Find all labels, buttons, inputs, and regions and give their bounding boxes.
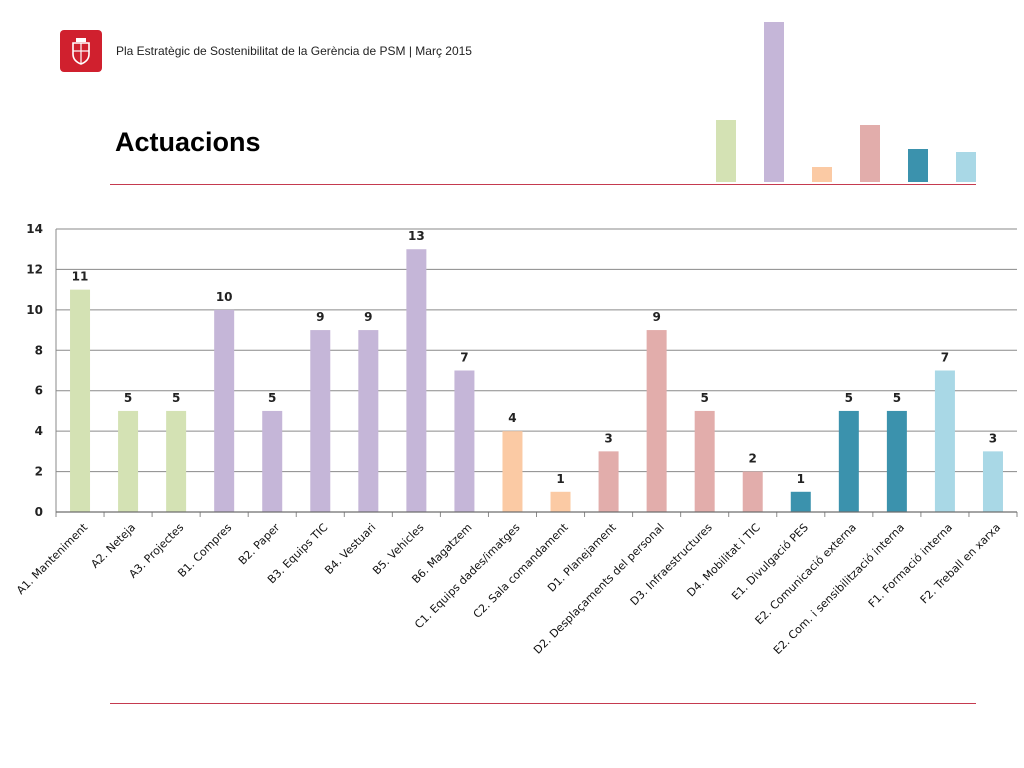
decor-bar — [812, 167, 832, 182]
data-label: 3 — [989, 431, 997, 445]
decor-bar — [956, 152, 976, 182]
decorative-bars — [716, 22, 976, 182]
decor-bar — [716, 120, 736, 182]
bar — [550, 491, 571, 512]
bar — [838, 410, 859, 512]
decor-bar — [860, 125, 880, 182]
y-tick-label: 8 — [35, 343, 43, 357]
y-tick-label: 2 — [35, 465, 43, 479]
data-label: 7 — [460, 351, 468, 365]
x-category-label: B2. Paper — [236, 521, 283, 568]
bar — [70, 289, 91, 512]
x-category-label: A2. Neteja — [88, 521, 138, 571]
data-label: 5 — [893, 391, 901, 405]
bar — [982, 451, 1003, 512]
data-label: 5 — [124, 391, 132, 405]
header-subtitle: Pla Estratègic de Sostenibilitat de la G… — [116, 44, 472, 58]
bar — [358, 330, 379, 512]
x-category-label: E2. Comunicació externa — [753, 521, 859, 627]
data-label: 13 — [408, 229, 425, 243]
data-label: 2 — [749, 452, 757, 466]
data-label: 9 — [652, 310, 660, 324]
data-label: 9 — [316, 310, 324, 324]
title-divider — [110, 184, 976, 185]
x-category-label: C2. Sala comandament — [471, 520, 571, 620]
data-label: 10 — [216, 290, 233, 304]
data-label: 9 — [364, 310, 372, 324]
data-label: 5 — [700, 391, 708, 405]
bar — [262, 410, 283, 512]
barcelona-crest-icon — [60, 30, 102, 72]
x-category-label: F1. Formació interna — [866, 521, 955, 610]
data-label: 11 — [72, 270, 89, 284]
bar — [118, 410, 139, 512]
bar — [646, 330, 667, 512]
y-tick-label: 0 — [35, 505, 43, 519]
y-tick-label: 10 — [26, 303, 43, 317]
x-category-label: D3. Infraestructures — [628, 521, 715, 608]
y-tick-label: 12 — [26, 262, 43, 276]
y-tick-label: 14 — [26, 222, 43, 236]
data-label: 5 — [172, 391, 180, 405]
bar — [310, 330, 331, 512]
x-category-label: F2. Treball en xarxa — [918, 521, 1003, 606]
page-title: Actuacions — [115, 127, 261, 157]
bar — [934, 370, 955, 512]
crest-shape — [72, 38, 90, 65]
data-label: 1 — [797, 472, 805, 486]
x-category-label: A1. Manteniment — [14, 520, 91, 597]
bar — [166, 410, 187, 512]
bar — [406, 249, 427, 512]
data-label: 4 — [508, 411, 516, 425]
bar — [790, 491, 811, 512]
data-label: 1 — [556, 472, 564, 486]
data-label: 3 — [604, 431, 612, 445]
y-tick-label: 4 — [35, 424, 43, 438]
bar — [454, 370, 475, 512]
decor-bar — [764, 22, 784, 182]
bar — [742, 471, 763, 512]
footer-divider — [110, 703, 976, 704]
y-tick-label: 6 — [35, 384, 43, 398]
decor-bar — [908, 149, 928, 182]
bar — [502, 431, 523, 512]
bar — [694, 410, 715, 512]
data-label: 5 — [268, 391, 276, 405]
bar — [886, 410, 907, 512]
bar — [214, 309, 235, 512]
data-label: 7 — [941, 351, 949, 365]
bar — [598, 451, 619, 512]
data-label: 5 — [845, 391, 853, 405]
